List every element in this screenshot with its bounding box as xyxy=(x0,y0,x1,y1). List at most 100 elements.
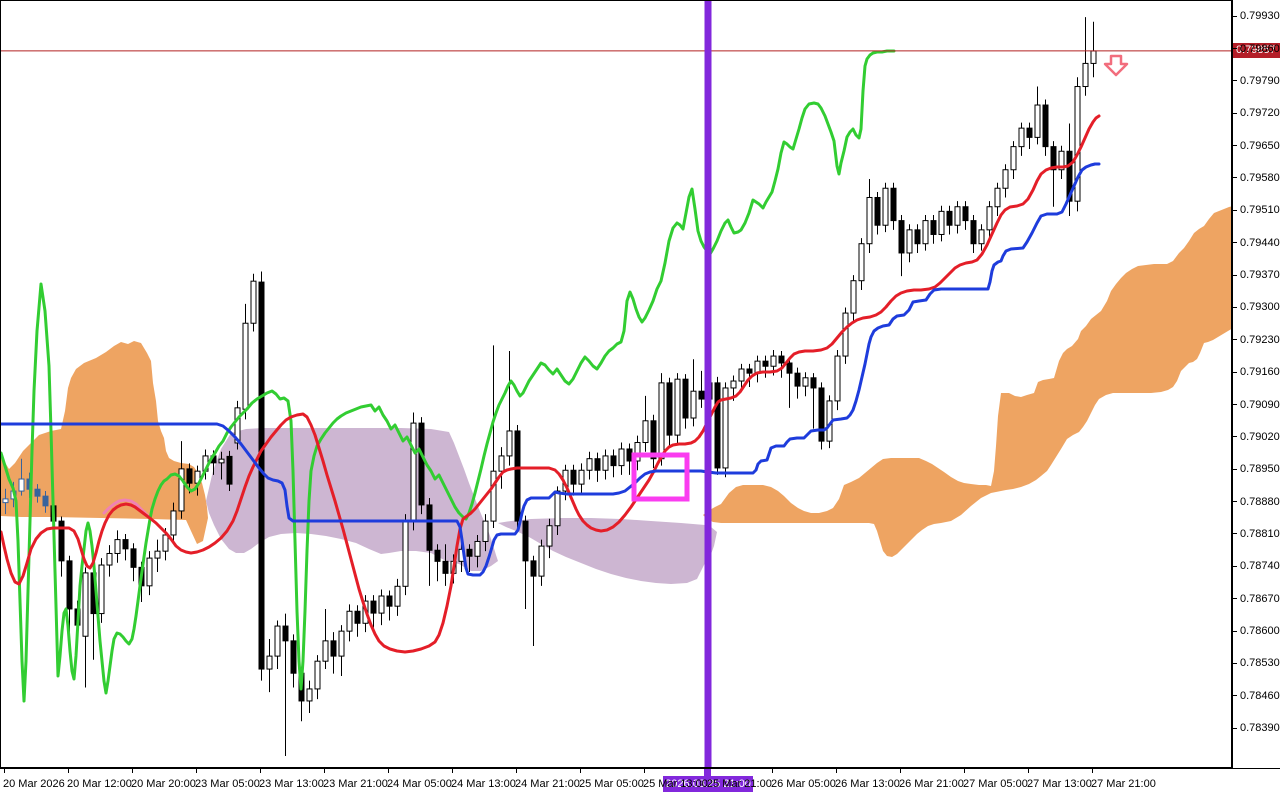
time-tick xyxy=(580,769,581,773)
candle-bearish xyxy=(58,520,65,562)
candle-bearish xyxy=(698,390,705,400)
candle-bearish xyxy=(626,448,633,462)
sell-arrow-icon[interactable] xyxy=(1103,54,1129,77)
candle-bearish xyxy=(42,495,49,507)
candle-bullish xyxy=(394,585,401,607)
time-tick-label: 20 Mar 20:00 xyxy=(131,778,196,790)
price-tick-label: 0.79020 xyxy=(1240,430,1280,443)
candle-bullish xyxy=(410,422,417,522)
time-tick xyxy=(452,769,453,773)
time-tick xyxy=(388,769,389,773)
candle-bearish xyxy=(810,377,817,389)
candle-bullish xyxy=(1090,50,1097,64)
price-tick xyxy=(1233,662,1237,664)
candle-bullish xyxy=(578,469,585,485)
candle-bullish xyxy=(866,196,873,245)
price-tick xyxy=(1233,695,1237,697)
candle-bullish xyxy=(378,595,385,614)
time-tick-label: 25 Mar 21:00 xyxy=(707,778,772,790)
chikou-span-line xyxy=(1,49,896,703)
candle-bullish xyxy=(1034,104,1041,138)
candle-bullish xyxy=(538,545,545,577)
candle-bullish xyxy=(2,498,9,504)
candle-bullish xyxy=(306,688,313,702)
time-tick xyxy=(68,769,69,773)
time-tick-label: 20 Mar 12:00 xyxy=(67,778,132,790)
chart-canvas[interactable] xyxy=(1,1,1231,767)
candle-bullish xyxy=(602,455,609,471)
candle-bearish xyxy=(226,455,233,485)
price-tick xyxy=(1233,209,1237,211)
price-tick-label: 0.78460 xyxy=(1240,689,1280,702)
candle-bullish xyxy=(506,430,513,457)
candle-bearish xyxy=(186,468,193,484)
candle-bearish xyxy=(714,382,721,469)
highlight-rectangle[interactable] xyxy=(631,452,690,502)
price-tick-label: 0.79440 xyxy=(1240,236,1280,249)
price-tick xyxy=(1233,436,1237,438)
time-tick-label: 23 Mar 13:00 xyxy=(259,778,324,790)
candle-bullish xyxy=(1058,150,1065,171)
candle-bearish xyxy=(794,372,801,387)
candle-bullish xyxy=(906,229,913,254)
candle-bullish xyxy=(642,420,649,444)
candle-bullish xyxy=(938,210,945,235)
senkou-cloud-mid-thistle-2 xyxy=(498,518,717,584)
time-tick xyxy=(260,769,261,773)
candle-bearish xyxy=(66,560,73,610)
price-tick xyxy=(1233,274,1237,276)
time-tick-label: 27 Mar 05:00 xyxy=(963,778,1028,790)
candle-bullish xyxy=(170,510,177,536)
candle-bullish xyxy=(658,382,665,460)
candle-bullish xyxy=(346,610,353,632)
price-tick xyxy=(1233,339,1237,341)
candle-bearish xyxy=(650,420,657,460)
kijun-sen-line xyxy=(1,162,1101,577)
candle-bullish xyxy=(802,377,809,387)
candle-bearish xyxy=(962,206,969,222)
time-tick xyxy=(836,769,837,773)
candle-bullish xyxy=(1074,86,1081,202)
time-tick-label: 23 Mar 21:00 xyxy=(323,778,388,790)
time-tick xyxy=(196,769,197,773)
price-tick xyxy=(1233,598,1237,600)
price-tick xyxy=(1233,501,1237,503)
time-tick-label: 25 Mar 05:00 xyxy=(579,778,644,790)
vline-axis-tick xyxy=(703,769,711,776)
candle-bullish xyxy=(674,378,681,436)
candle-bearish xyxy=(874,196,881,226)
price-tick xyxy=(1233,727,1237,729)
candle-bullish xyxy=(858,243,865,282)
senkou-cloud-mid-thistle-1 xyxy=(206,428,498,571)
candle-bearish xyxy=(442,560,449,574)
candlestick-chart[interactable] xyxy=(0,0,1232,768)
time-tick xyxy=(324,769,325,773)
candle-bearish xyxy=(426,504,433,551)
price-tick-label: 0.79930 xyxy=(1240,10,1280,23)
price-tick-label: 0.78740 xyxy=(1240,560,1280,573)
candle-bullish xyxy=(834,355,841,402)
price-tick-label: 0.79650 xyxy=(1240,139,1280,152)
price-tick-label: 0.79860 xyxy=(1240,42,1280,55)
candle-bullish xyxy=(266,655,273,670)
price-tick xyxy=(1233,145,1237,147)
senkou-cloud-right-sandy xyxy=(703,206,1231,557)
time-tick-label: 24 Mar 21:00 xyxy=(515,778,580,790)
candle-bullish xyxy=(154,550,161,559)
time-vline[interactable] xyxy=(704,1,712,767)
candle-bullish xyxy=(162,534,169,552)
price-tick-label: 0.78600 xyxy=(1240,625,1280,638)
candle-bearish xyxy=(34,488,41,497)
time-tick xyxy=(516,769,517,773)
candle-bearish xyxy=(666,382,673,436)
candle-bullish xyxy=(586,458,593,471)
price-tick-label: 0.78390 xyxy=(1240,722,1280,735)
candle-bullish xyxy=(106,552,113,566)
price-tick-label: 0.78950 xyxy=(1240,463,1280,476)
time-tick xyxy=(900,769,901,773)
candle-bullish xyxy=(842,312,849,357)
candle-bullish xyxy=(1002,169,1009,189)
candle-bullish xyxy=(882,187,889,226)
price-tick-label: 0.79720 xyxy=(1240,107,1280,120)
